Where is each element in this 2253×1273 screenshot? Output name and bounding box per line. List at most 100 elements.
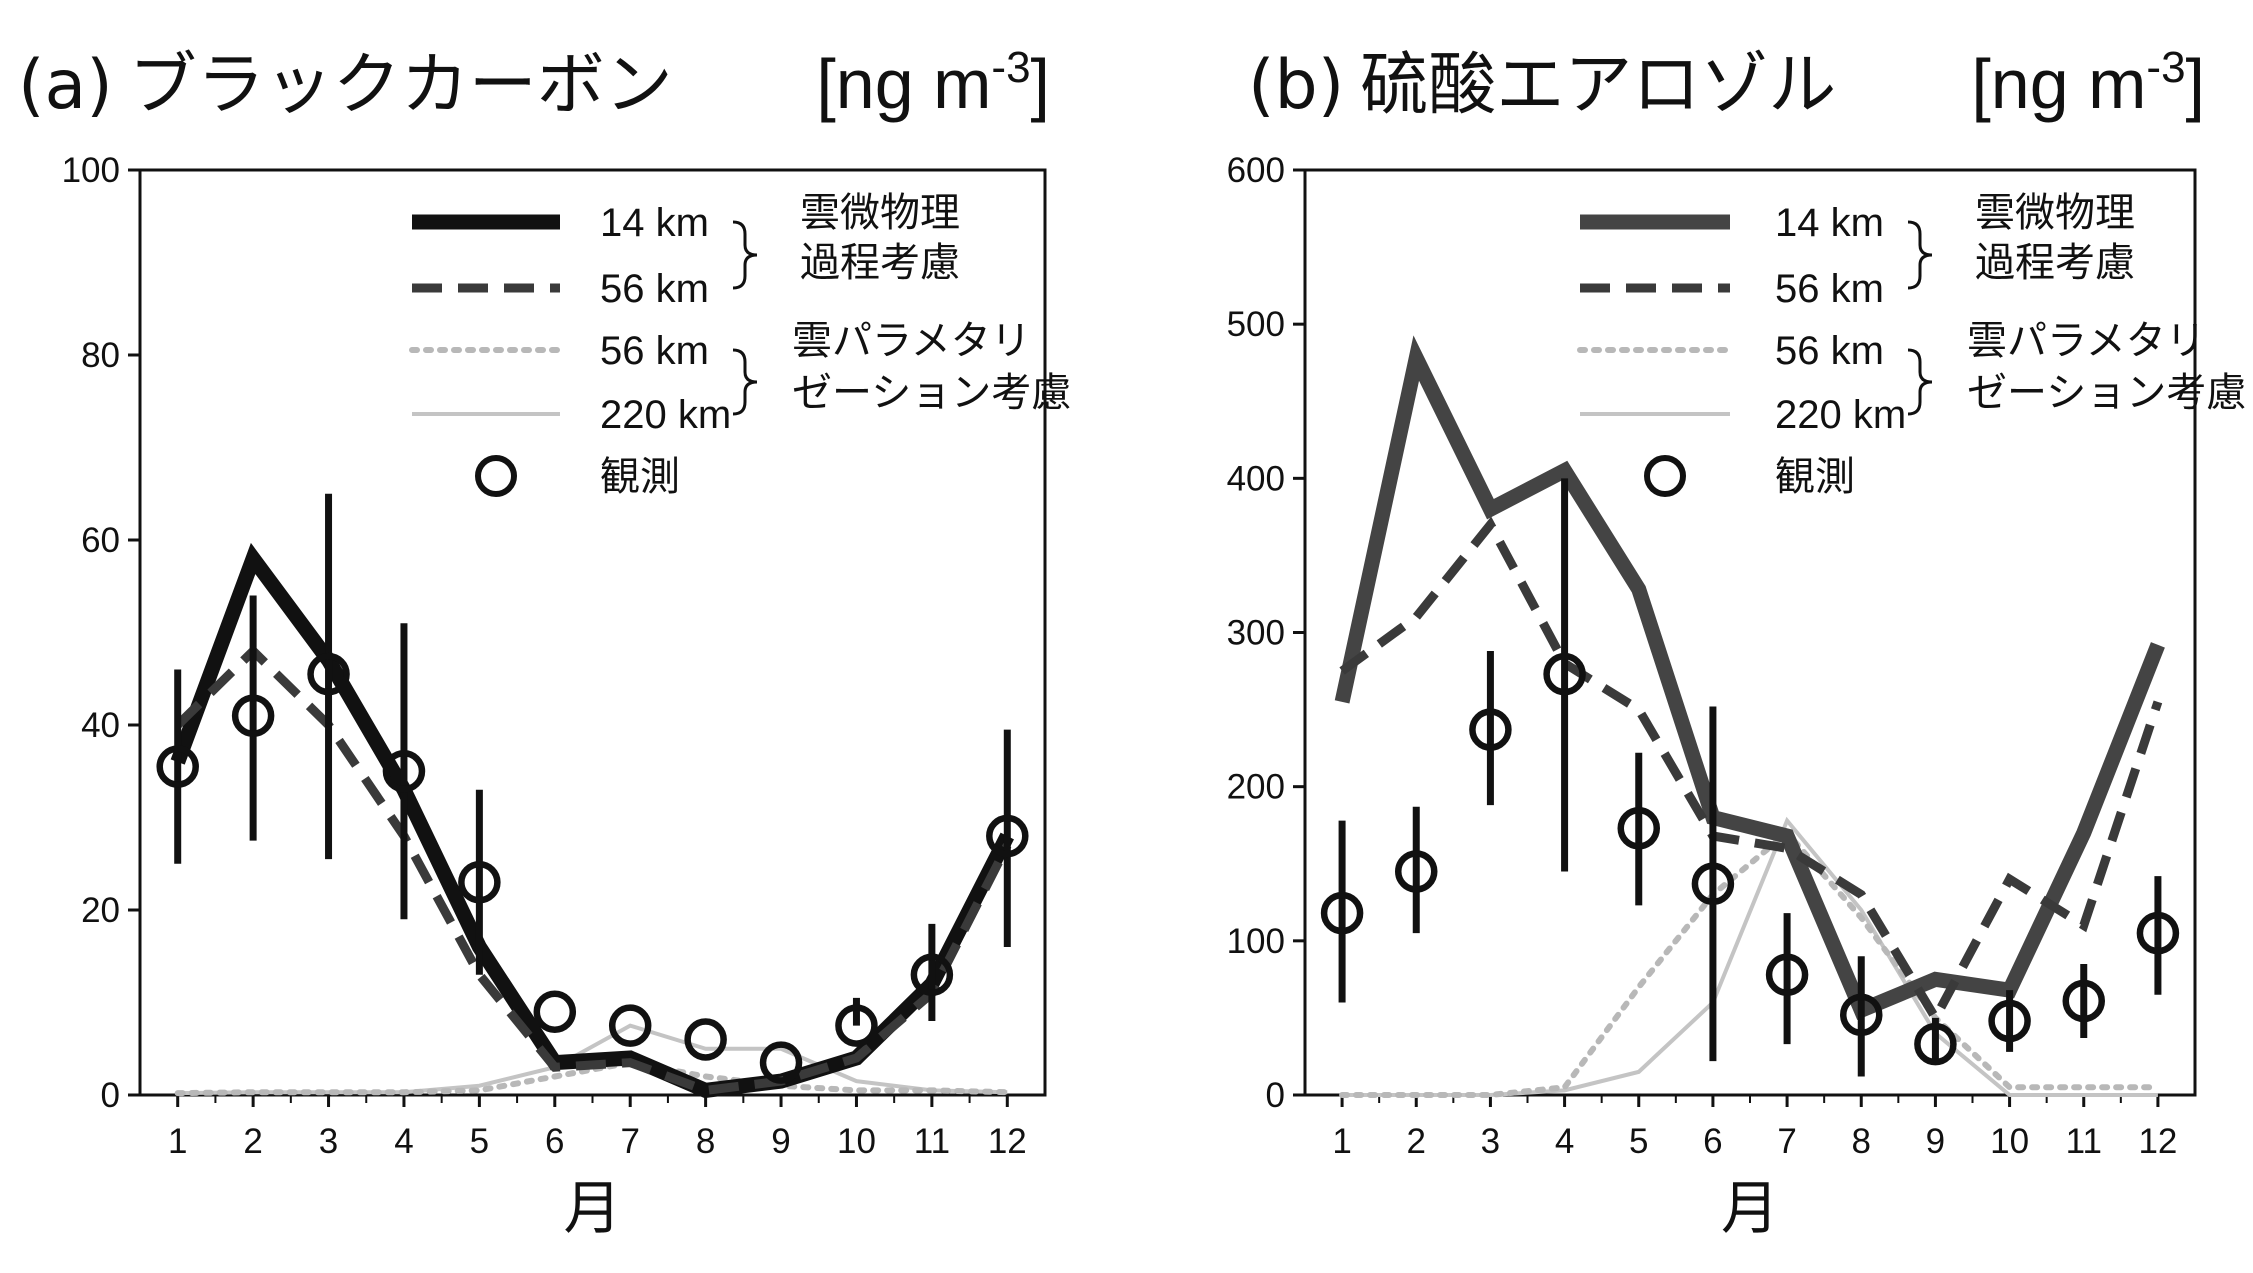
y-tick-label: 100 (1227, 922, 1285, 961)
obs-point (382, 750, 426, 793)
unit-text: [ng m (816, 45, 991, 123)
x-tick-label: 11 (914, 1122, 950, 1161)
legend: 14 km 56 km 56 km 220 km 観測 雲微物理過程考慮雲パラメタリゼーシ… (409, 190, 1071, 500)
x-tick-label: 9 (1926, 1122, 1945, 1161)
legend-label-3: 220 km (600, 393, 731, 437)
legend-obs-label: 観測 (600, 454, 680, 500)
legend-label-0: 14 km (600, 201, 709, 245)
x-tick-label: 1 (168, 1122, 187, 1161)
x-tick-label: 3 (319, 1122, 338, 1161)
legend-bracket-1 (1907, 220, 1933, 290)
plot-frame (1303, 168, 2197, 1097)
legend-group-label-2: 雲パラメタリゼーション考慮 (792, 318, 1071, 416)
y-tick-label: 40 (81, 706, 120, 745)
obs-point (1691, 862, 1735, 906)
legend-group-label-2: 雲パラメタリゼーション考慮 (1967, 318, 2246, 416)
legend-obs-marker (1644, 455, 1686, 497)
series-line-1 (174, 644, 1012, 1095)
legend-group-label-1-line: 雲微物理 (800, 190, 960, 236)
obs-point (986, 814, 1029, 858)
legend-label-0: 14 km (1775, 201, 1884, 245)
unit-close: ] (2186, 45, 2205, 123)
legend-label-1: 56 km (1775, 267, 1884, 311)
series-line-0 (170, 542, 1014, 1099)
obs-point (1914, 1022, 1957, 1066)
obs-point (2136, 911, 2180, 955)
x-tick-label: 8 (696, 1122, 715, 1161)
series-line-0 (1334, 335, 2165, 1020)
legend-label-2: 56 km (600, 329, 709, 373)
x-tick-label: 6 (1703, 1122, 1722, 1161)
x-axis-label: 月 (1721, 1174, 1779, 1242)
x-tick-label: 4 (394, 1122, 413, 1161)
x-tick-label: 12 (2138, 1122, 2177, 1161)
x-tick-label: 7 (1777, 1122, 1796, 1161)
series-line-2 (174, 1059, 1011, 1097)
panel-label: (a) (18, 46, 113, 125)
obs-point (1469, 708, 1512, 751)
series-line-1 (1339, 516, 2163, 1028)
x-tick-label: 1 (1332, 1122, 1351, 1161)
y-tick-label: 500 (1227, 305, 1285, 344)
legend-group-label-2-line: 雲パラメタリ (1967, 318, 2206, 364)
legend-label-2: 56 km (1775, 329, 1884, 373)
obs-point (759, 1041, 803, 1084)
legend-group-label-2-line: ゼーション考慮 (792, 370, 1071, 416)
x-tick-label: 12 (988, 1122, 1027, 1161)
y-tick-label: 300 (1227, 614, 1285, 653)
series-line-3 (1342, 816, 2158, 1097)
legend-group-label-1: 雲微物理過程考慮 (1975, 190, 2135, 286)
legend-group-label-2-line: ゼーション考慮 (1967, 370, 2246, 416)
x-tick-label: 4 (1555, 1122, 1574, 1161)
x-tick-label: 2 (243, 1122, 262, 1161)
x-tick-label: 9 (771, 1122, 790, 1161)
obs-point (307, 652, 350, 696)
unit-exponent: -3 (2146, 43, 2185, 92)
obs-point (458, 861, 501, 904)
legend-bracket-2 (1907, 348, 1933, 416)
y-tick-label: 20 (81, 891, 120, 930)
obs-point (2062, 979, 2105, 1023)
obs-point (1320, 891, 1364, 935)
x-tick-label: 10 (1990, 1122, 2029, 1161)
obs-point (910, 953, 954, 996)
y-tick-label: 200 (1227, 768, 1285, 807)
obs-point (533, 990, 577, 1033)
legend-bracket-1 (732, 220, 758, 290)
x-tick-label: 6 (545, 1122, 564, 1161)
unit-label: [ng m-3] (816, 43, 1050, 123)
legend-label-3: 220 km (1775, 393, 1906, 437)
x-tick-label: 10 (837, 1122, 876, 1161)
obs-point (608, 1004, 652, 1047)
obs-point (1617, 807, 1660, 850)
legend-obs-marker (475, 455, 517, 497)
chart-title: (b) 硫酸エアロゾル (1248, 46, 1836, 125)
obs-point (1395, 850, 1438, 893)
x-tick-label: 5 (470, 1122, 489, 1161)
x-axis-label: 月 (563, 1174, 621, 1242)
obs-point (684, 1018, 727, 1061)
legend-obs-label: 観測 (1775, 454, 1855, 500)
x-tick-label: 2 (1407, 1122, 1426, 1161)
obs-point (835, 1004, 878, 1047)
x-tick-label: 3 (1481, 1122, 1500, 1161)
obs-point (1765, 953, 1809, 996)
legend-group-label-2-line: 雲パラメタリ (792, 318, 1031, 364)
obs-point (156, 745, 199, 788)
panel-label: (b) (1248, 46, 1344, 125)
unit-close: ] (1031, 45, 1050, 123)
y-tick-label: 600 (1227, 151, 1285, 190)
legend-group-label-1-line: 過程考慮 (800, 240, 960, 286)
obs-point (231, 694, 275, 737)
legend-label-1: 56 km (600, 267, 709, 311)
unit-exponent: -3 (991, 43, 1030, 92)
x-tick-label: 7 (620, 1122, 639, 1161)
legend-group-label-1-line: 雲微物理 (1975, 190, 2135, 236)
series-line-2 (1339, 828, 2161, 1098)
legend: 14 km 56 km 56 km 220 km 観測 雲微物理過程考慮雲パラメタリゼーシ… (1577, 190, 2246, 500)
unit-text: [ng m (1971, 45, 2146, 123)
y-tick-label: 400 (1227, 459, 1285, 498)
